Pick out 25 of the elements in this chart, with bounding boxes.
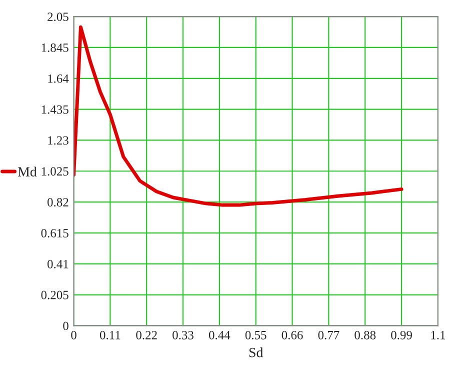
x-tick-label: 0	[71, 330, 76, 340]
y-tick-label: 0.615	[41, 228, 68, 238]
y-tick-label: 1.64	[48, 74, 69, 83]
y-tick-label: 0.82	[48, 198, 68, 207]
y-tick-label: 2.05	[48, 12, 68, 22]
x-tick-label: 0.44	[208, 330, 230, 340]
x-tick-label: 0.33	[172, 330, 194, 340]
x-tick-label: 1.1	[431, 330, 446, 340]
x-tick-label: 0.99	[391, 330, 412, 340]
x-tick-label: 0.55	[245, 330, 266, 340]
y-tick-label: 1.23	[48, 136, 68, 145]
x-tick-label: 0.77	[318, 330, 340, 340]
x-tick-label: 0.11	[100, 330, 120, 340]
x-tick-label: 0.22	[136, 330, 157, 340]
x-tick-label: 0.66	[282, 330, 303, 340]
y-tick-label: 1.845	[42, 43, 68, 52]
legend-label: Md	[18, 166, 37, 176]
x-tick-label: 0.88	[354, 330, 376, 340]
line-series	[74, 25, 404, 207]
y-tick-label: 0.205	[41, 290, 68, 300]
x-axis-title: Sd	[249, 347, 264, 358]
y-tick-label: 1.025	[42, 167, 68, 176]
y-tick-label: 1.435	[42, 105, 68, 114]
y-tick-label: 0.41	[48, 260, 68, 268]
y-tick-label: 0	[63, 322, 68, 330]
